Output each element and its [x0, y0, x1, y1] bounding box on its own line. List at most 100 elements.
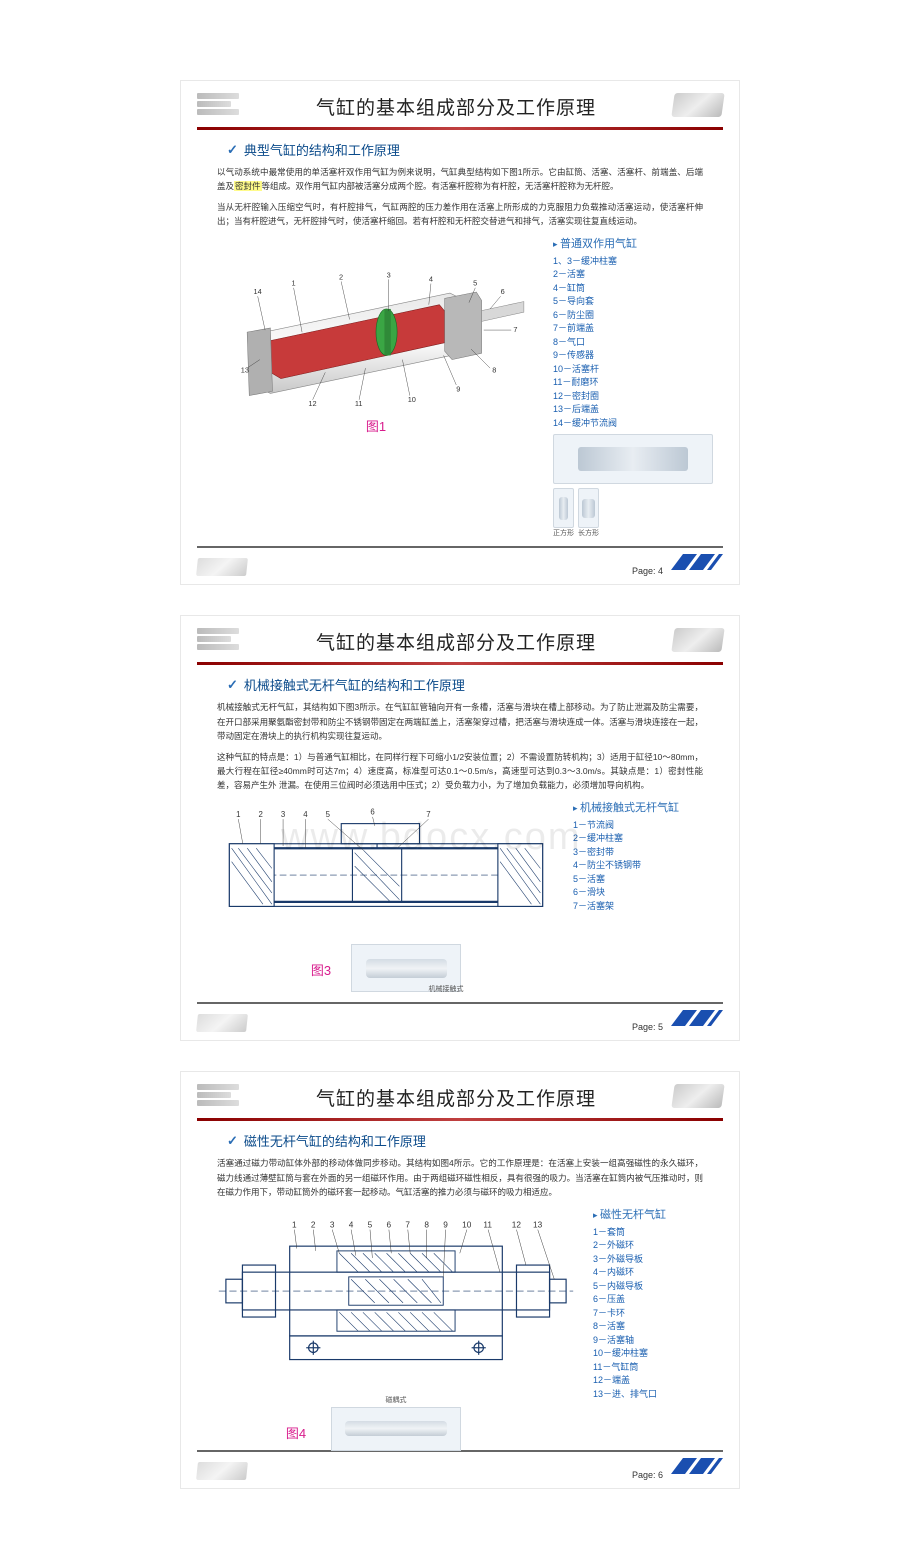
legend-item: 5－内磁导板 [593, 1280, 713, 1294]
legend-item: 13－后端盖 [553, 403, 713, 417]
legend-item: 1－套筒 [593, 1226, 713, 1240]
slide-page-5: www.bdocx.com 气缸的基本组成部分及工作原理 ✓ 机械接触式无杆气缸… [180, 615, 740, 1041]
legend-item: 1、3－缓冲柱塞 [553, 255, 713, 269]
logo-right-icon [671, 628, 724, 652]
legend-item: 5－导向套 [553, 295, 713, 309]
paragraph-2: 这种气缸的特点是：1）与普通气缸相比，在同样行程下可缩小1/2安装位置；2）不需… [217, 750, 703, 793]
svg-text:7: 7 [405, 1220, 410, 1229]
sts-logo-icon [669, 1006, 723, 1032]
legend-item: 9－活塞轴 [593, 1334, 713, 1348]
p1-post: 等组成。双作用气缸内部被活塞分成两个腔。有活塞杆腔称为有杆腔，无活塞杆腔称为无杆… [262, 181, 619, 191]
legend-item: 2－活塞 [553, 268, 713, 282]
content-row: 14 1 2 3 4 5 6 7 8 9 10 11 12 13 图1 [207, 235, 713, 539]
svg-text:6: 6 [501, 287, 505, 296]
svg-text:6: 6 [387, 1220, 392, 1229]
footer-logo-icon [196, 558, 248, 576]
sts-logo-icon [669, 550, 723, 576]
slide-header: 气缸的基本组成部分及工作原理 [197, 1084, 723, 1112]
diagram-figure-4: 123 456 789 101112 13 [207, 1206, 585, 1442]
thumb-caption: 磁耦式 [331, 1395, 461, 1405]
svg-text:2: 2 [311, 1220, 316, 1229]
legend-item: 12－端盖 [593, 1374, 713, 1388]
paragraph-1: 以气动系统中最常使用的单活塞杆双作用气缸为例来说明，气缸典型结构如下图1所示。它… [217, 165, 703, 194]
svg-text:11: 11 [355, 399, 363, 408]
slide-header: 气缸的基本组成部分及工作原理 [197, 93, 723, 121]
paragraph-1: 机械接触式无杆气缸，其结构如下图3所示。在气缸缸管轴向开有一条槽，活塞与滑块在槽… [217, 700, 703, 743]
side-title: 机械接触式无杆气缸 [573, 799, 713, 815]
legend-item: 3－密封带 [573, 846, 713, 860]
title-underline [197, 1118, 723, 1121]
svg-text:3: 3 [387, 270, 391, 279]
side-title: 磁性无杆气缸 [593, 1206, 713, 1222]
p1-highlight: 密封件 [234, 181, 262, 191]
legend-item: 4－防尘不锈钢带 [573, 859, 713, 873]
slide-footer: Page: 5 [197, 1002, 723, 1032]
legend-item: 7－卡环 [593, 1307, 713, 1321]
svg-text:13: 13 [533, 1220, 543, 1229]
svg-text:2: 2 [339, 272, 343, 281]
page-number: Page: 5 [632, 1022, 663, 1032]
legend-item: 14－缓冲节流阀 [553, 417, 713, 431]
svg-text:12: 12 [512, 1220, 522, 1229]
check-icon: ✓ [227, 142, 238, 158]
svg-text:3: 3 [281, 810, 286, 819]
legend-item: 6－压盖 [593, 1293, 713, 1307]
product-thumb [331, 1407, 461, 1451]
product-thumb-rect [578, 488, 599, 528]
svg-text:5: 5 [473, 278, 477, 287]
side-column: 磁性无杆气缸 1－套筒 2－外磁环 3－外磁导板 4－内磁环 5－内磁导板 6－… [593, 1206, 713, 1402]
legend-item: 10－活塞杆 [553, 363, 713, 377]
subtitle-row: ✓ 磁性无杆气缸的结构和工作原理 [227, 1131, 723, 1150]
paragraph-1: 活塞通过磁力带动缸体外部的移动体做同步移动。其结构如图4所示。它的工作原理是：在… [217, 1156, 703, 1199]
product-thumb-square [553, 488, 574, 528]
legend-item: 8－气口 [553, 336, 713, 350]
legend-item: 6－滑块 [573, 886, 713, 900]
figure-label: 图3 [311, 960, 331, 979]
svg-text:8: 8 [492, 365, 496, 374]
slide-title: 气缸的基本组成部分及工作原理 [249, 93, 663, 120]
legend-item: 4－内磁环 [593, 1266, 713, 1280]
rodless-magnetic-svg: 123 456 789 101112 13 [207, 1206, 585, 1395]
legend-item: 12－密封圈 [553, 390, 713, 404]
svg-text:1: 1 [236, 810, 240, 819]
thumb-caption: 长方形 [578, 528, 599, 538]
legend-list: 1－套筒 2－外磁环 3－外磁导板 4－内磁环 5－内磁导板 6－压盖 7－卡环… [593, 1226, 713, 1402]
content-row: 123 456 789 101112 13 [207, 1206, 713, 1442]
svg-text:14: 14 [253, 287, 261, 296]
legend-item: 2－外磁环 [593, 1239, 713, 1253]
logo-right-icon [671, 93, 724, 117]
side-column: 普通双作用气缸 1、3－缓冲柱塞 2－活塞 4－缸筒 5－导向套 6－防尘圈 7… [553, 235, 713, 539]
subtitle-text: 典型气缸的结构和工作原理 [244, 140, 400, 159]
svg-text:4: 4 [429, 274, 433, 283]
sts-logo-icon [669, 1454, 723, 1480]
svg-text:9: 9 [456, 384, 460, 393]
legend-item: 11－耐磨环 [553, 376, 713, 390]
subtitle-row: ✓ 机械接触式无杆气缸的结构和工作原理 [227, 675, 723, 694]
side-title: 普通双作用气缸 [553, 235, 713, 251]
product-thumb [553, 434, 713, 484]
logo-left-icon [197, 1084, 239, 1112]
svg-text:13: 13 [241, 365, 249, 374]
svg-text:2: 2 [258, 810, 262, 819]
check-icon: ✓ [227, 677, 238, 693]
legend-list: 1、3－缓冲柱塞 2－活塞 4－缸筒 5－导向套 6－防尘圈 7－前端盖 8－气… [553, 255, 713, 431]
slide-footer: Page: 4 [197, 546, 723, 576]
footer-logo-icon [196, 1462, 248, 1480]
cylinder-cutaway-svg: 14 1 2 3 4 5 6 7 8 9 10 11 12 13 [207, 235, 545, 415]
legend-item: 4－缸筒 [553, 282, 713, 296]
content-row: 123 456 7 图3 机械接触式 [207, 799, 713, 994]
paragraph-2: 当从无杆腔输入压缩空气时，有杆腔排气，气缸两腔的压力差作用在活塞上所形成的力克服… [217, 200, 703, 229]
legend-item: 10－缓冲柱塞 [593, 1347, 713, 1361]
legend-item: 5－活塞 [573, 873, 713, 887]
check-icon: ✓ [227, 1133, 238, 1149]
svg-text:5: 5 [368, 1220, 373, 1229]
side-column: 机械接触式无杆气缸 1－节流阀 2－缓冲柱塞 3－密封带 4－防尘不锈钢带 5－… [573, 799, 713, 914]
subtitle-text: 磁性无杆气缸的结构和工作原理 [244, 1131, 426, 1150]
diagram-figure-3: 123 456 7 图3 机械接触式 [207, 799, 565, 994]
legend-item: 7－前端盖 [553, 322, 713, 336]
legend-item: 9－传感器 [553, 349, 713, 363]
svg-text:1: 1 [292, 278, 296, 287]
figure-label: 图1 [207, 416, 545, 435]
slide-page-6: 气缸的基本组成部分及工作原理 ✓ 磁性无杆气缸的结构和工作原理 活塞通过磁力带动… [180, 1071, 740, 1488]
svg-text:7: 7 [513, 325, 517, 334]
